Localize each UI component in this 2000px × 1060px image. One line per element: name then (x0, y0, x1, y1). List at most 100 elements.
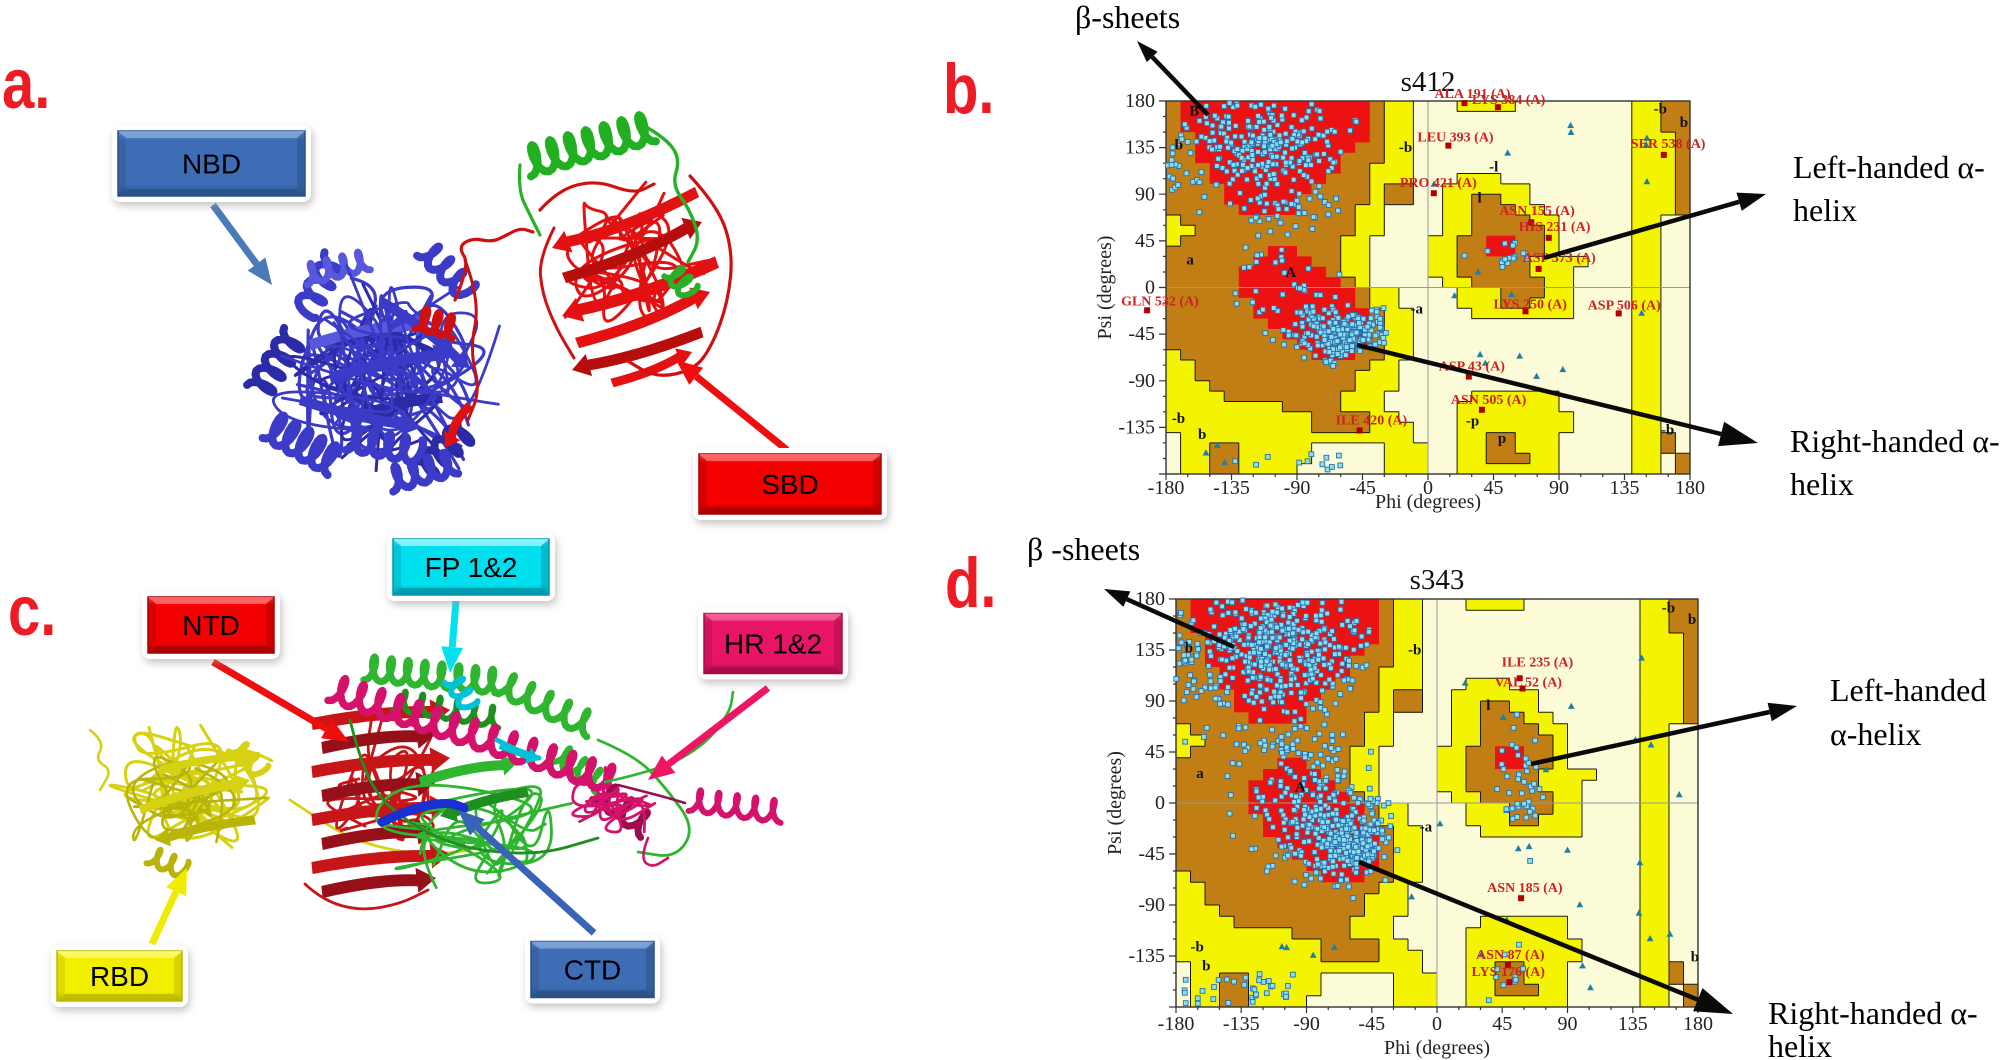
svg-text:β -sheets: β -sheets (1027, 531, 1140, 567)
svg-text:ASN 505 (A): ASN 505 (A) (1451, 393, 1527, 408)
svg-text:-135: -135 (1128, 945, 1165, 967)
svg-text:l: l (1486, 698, 1490, 714)
svg-text:90: 90 (1135, 183, 1155, 205)
svg-text:ILE 420 (A): ILE 420 (A) (1336, 413, 1408, 428)
svg-text:-45: -45 (1358, 1013, 1385, 1035)
svg-text:Psi (degrees): Psi (degrees) (1094, 236, 1116, 340)
svg-text:b: b (1175, 138, 1183, 154)
svg-text:HIS 231 (A): HIS 231 (A) (1519, 220, 1591, 235)
svg-text:LYS 176 (A): LYS 176 (A) (1472, 965, 1546, 980)
svg-text:A: A (1295, 780, 1306, 796)
svg-text:p: p (1498, 431, 1506, 447)
svg-text:Psi (degrees): Psi (degrees) (1104, 751, 1126, 855)
svg-text:-90: -90 (1284, 477, 1311, 499)
svg-text:b: b (1185, 640, 1193, 656)
svg-text:180: 180 (1675, 477, 1705, 499)
svg-text:ASP 506 (A): ASP 506 (A) (1588, 298, 1661, 313)
svg-text:Right-handed α-: Right-handed α- (1790, 423, 2000, 459)
svg-text:0: 0 (1155, 792, 1165, 814)
svg-text:-135: -135 (1223, 1013, 1260, 1035)
svg-text:FP 1&2: FP 1&2 (425, 552, 518, 583)
svg-text:NTD: NTD (182, 610, 240, 641)
svg-text:Right-handed α-: Right-handed α- (1768, 995, 1978, 1031)
svg-text:135: 135 (1125, 137, 1155, 159)
svg-text:-b: -b (1172, 411, 1185, 427)
svg-text:ASN 87 (A): ASN 87 (A) (1476, 948, 1545, 963)
svg-text:-b: -b (1408, 643, 1421, 659)
svg-text:a: a (1186, 253, 1194, 269)
svg-text:0: 0 (1145, 277, 1155, 299)
svg-text:β-sheets: β-sheets (1075, 0, 1180, 35)
svg-text:Phi (degrees): Phi (degrees) (1375, 491, 1481, 513)
svg-text:0: 0 (1432, 1013, 1442, 1035)
svg-text:45: 45 (1135, 230, 1155, 252)
svg-text:90: 90 (1558, 1013, 1578, 1035)
svg-text:LYS 250 (A): LYS 250 (A) (1494, 297, 1568, 312)
svg-text:-b: -b (1399, 140, 1412, 156)
svg-text:b: b (1680, 115, 1688, 131)
svg-text:-a: -a (1411, 301, 1424, 317)
svg-text:-45: -45 (1138, 843, 1165, 865)
svg-text:-180: -180 (1158, 1013, 1195, 1035)
svg-text:45: 45 (1492, 1013, 1512, 1035)
svg-text:ASN 185 (A): ASN 185 (A) (1487, 881, 1563, 896)
svg-text:-90: -90 (1128, 370, 1155, 392)
svg-text:PRO 421 (A): PRO 421 (A) (1400, 176, 1477, 191)
svg-text:-45: -45 (1128, 323, 1155, 345)
svg-text:b: b (1691, 950, 1699, 966)
svg-text:NBD: NBD (182, 149, 241, 180)
svg-text:Phi (degrees): Phi (degrees) (1384, 1037, 1490, 1059)
svg-text:b: b (1688, 612, 1696, 628)
svg-text:135: 135 (1610, 477, 1640, 499)
svg-text:ASN 155 (A): ASN 155 (A) (1499, 204, 1575, 219)
svg-text:ALA 191 (A): ALA 191 (A) (1434, 87, 1511, 102)
svg-text:s412: s412 (1401, 66, 1456, 98)
svg-text:l: l (1477, 191, 1481, 207)
svg-text:b: b (1198, 427, 1206, 443)
svg-text:LEU 393 (A): LEU 393 (A) (1417, 131, 1494, 146)
svg-text:b: b (1202, 959, 1210, 975)
svg-text:180: 180 (1125, 90, 1155, 112)
svg-text:GLN 532 (A): GLN 532 (A) (1121, 294, 1199, 309)
svg-text:α-helix: α-helix (1830, 716, 1921, 752)
svg-text:-b: -b (1191, 939, 1204, 955)
svg-text:RBD: RBD (90, 961, 149, 992)
svg-text:helix: helix (1793, 192, 1857, 228)
svg-text:180: 180 (1683, 1013, 1713, 1035)
svg-text:ILE 235 (A): ILE 235 (A) (1502, 655, 1574, 670)
svg-text:CTD: CTD (564, 955, 622, 986)
svg-text:ASP 373 (A): ASP 373 (A) (1523, 251, 1596, 266)
svg-text:-90: -90 (1138, 894, 1165, 916)
svg-text:a: a (1196, 766, 1204, 782)
svg-text:HR 1&2: HR 1&2 (724, 629, 822, 660)
svg-text:-p: -p (1466, 413, 1479, 429)
svg-text:d.: d. (945, 542, 997, 622)
svg-text:-b: -b (1661, 423, 1674, 439)
svg-text:-b: -b (1654, 101, 1667, 117)
svg-text:-180: -180 (1148, 477, 1185, 499)
svg-text:LYS 384 (A): LYS 384 (A) (1472, 93, 1546, 108)
svg-text:45: 45 (1145, 741, 1165, 763)
svg-text:-b: -b (1662, 601, 1675, 617)
svg-text:A: A (1285, 265, 1296, 281)
svg-text:135: 135 (1135, 639, 1165, 661)
svg-text:VAL 52 (A): VAL 52 (A) (1495, 676, 1563, 691)
svg-text:c.: c. (8, 570, 56, 650)
svg-text:90: 90 (1145, 690, 1165, 712)
svg-text:-a: -a (1420, 819, 1433, 835)
svg-text:0: 0 (1423, 477, 1433, 499)
svg-text:135: 135 (1618, 1013, 1648, 1035)
svg-text:SBD: SBD (761, 469, 819, 500)
svg-text:B: B (1189, 104, 1199, 120)
svg-text:-l: -l (1489, 159, 1498, 175)
svg-text:-45: -45 (1349, 477, 1376, 499)
svg-text:45: 45 (1484, 477, 1504, 499)
svg-text:-135: -135 (1213, 477, 1250, 499)
svg-text:90: 90 (1549, 477, 1569, 499)
svg-text:helix: helix (1790, 466, 1854, 502)
svg-text:SER 538 (A): SER 538 (A) (1631, 137, 1706, 152)
svg-text:helix: helix (1768, 1028, 1832, 1060)
svg-text:-90: -90 (1293, 1013, 1320, 1035)
svg-text:s343: s343 (1410, 564, 1465, 596)
svg-text:b.: b. (943, 48, 995, 128)
